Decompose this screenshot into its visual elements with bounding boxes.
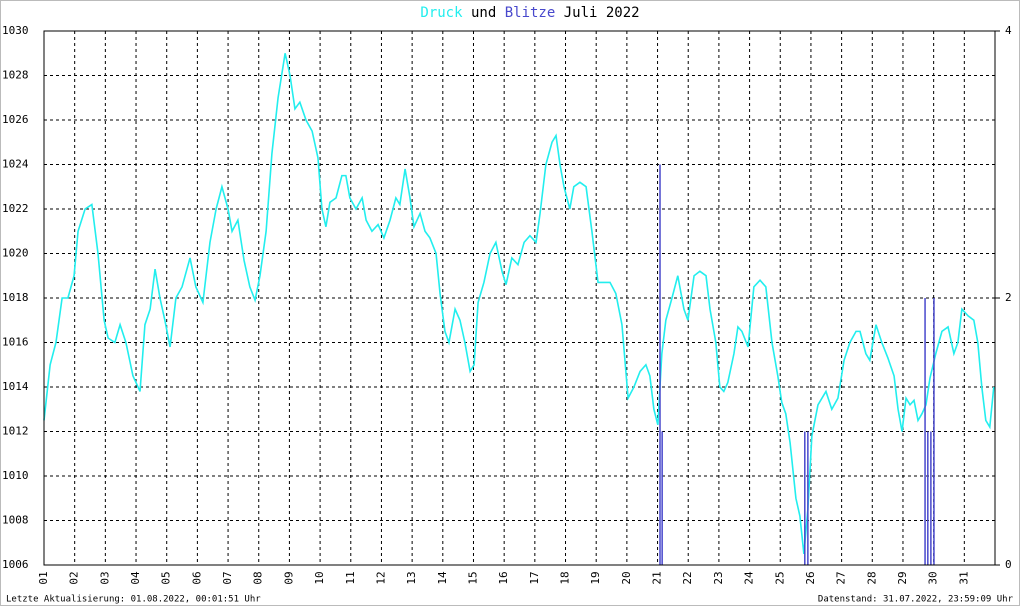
pressure-line [43, 53, 995, 554]
x-tick-label: 20 [620, 571, 633, 584]
chart-title: Druck und Blitze Juli 2022 [420, 5, 639, 21]
y-tick-label: 1026 [2, 113, 29, 126]
x-tick-label: 14 [436, 571, 449, 585]
title-druck: Druck [420, 5, 463, 21]
y-tick-label: 1008 [2, 514, 29, 527]
x-tick-label: 31 [957, 571, 970, 584]
x-tick-label: 29 [896, 571, 909, 584]
lightning-bar [804, 431, 806, 565]
x-tick-label: 06 [190, 571, 203, 584]
y-tick-label: 1006 [2, 558, 29, 571]
x-tick-label: 23 [712, 571, 725, 584]
y-tick-label: 1030 [2, 24, 29, 37]
x-tick-label: 17 [528, 571, 541, 584]
x-tick-label: 15 [466, 571, 479, 584]
lightning-bar [659, 164, 661, 565]
x-tick-label: 22 [681, 571, 694, 584]
title-joiner: und [471, 5, 496, 21]
y2-tick-label: 0 [1005, 558, 1012, 571]
x-tick-label: 12 [374, 571, 387, 584]
x-tick-label: 27 [835, 571, 848, 584]
x-tick-label: 19 [589, 571, 602, 584]
x-tick-label: 13 [405, 571, 418, 584]
x-tick-label: 01 [37, 571, 50, 584]
x-tick-label: 05 [160, 571, 173, 584]
title-suffix: Juli 2022 [564, 5, 640, 21]
x-tick-label: 30 [927, 571, 940, 584]
x-tick-label: 16 [497, 571, 510, 584]
x-tick-label: 07 [221, 571, 234, 584]
lightning-bar [807, 431, 809, 565]
x-tick-label: 03 [98, 571, 111, 584]
y2-tick-label: 4 [1005, 24, 1012, 37]
x-tick-label: 21 [651, 571, 664, 584]
y-tick-label: 1022 [2, 202, 29, 215]
lightning-bar [930, 431, 932, 565]
x-tick-label: 18 [559, 571, 572, 584]
x-tick-label: 25 [773, 571, 786, 584]
x-tick-label: 28 [865, 571, 878, 584]
lightning-bar [933, 298, 935, 565]
y-tick-label: 1024 [2, 158, 29, 171]
footer-left: Letzte Aktualisierung: 01.08.2022, 00:01… [6, 595, 261, 605]
x-tick-label: 10 [313, 571, 326, 584]
y-tick-label: 1014 [2, 380, 29, 393]
x-tick-label: 09 [282, 571, 295, 584]
y-tick-label: 1012 [2, 425, 29, 438]
title-blitze: Blitze [505, 5, 556, 21]
lightning-bar [924, 298, 926, 565]
y-tick-label: 1028 [2, 69, 29, 82]
x-tick-label: 04 [129, 571, 142, 585]
x-tick-label: 24 [743, 571, 756, 585]
y-tick-label: 1020 [2, 247, 29, 260]
x-tick-label: 02 [68, 571, 81, 584]
x-tick-label: 11 [344, 571, 357, 584]
y-tick-label: 1018 [2, 291, 29, 304]
footer-right: Datenstand: 31.07.2022, 23:59:09 Uhr [818, 595, 1014, 605]
lightning-bar [661, 431, 663, 565]
marks [43, 53, 995, 565]
x-tick-label: 26 [804, 571, 817, 584]
x-tick-label: 08 [252, 571, 265, 584]
lightning-bar [927, 431, 929, 565]
y-tick-label: 1016 [2, 336, 29, 349]
y2-tick-label: 2 [1005, 291, 1012, 304]
y-tick-label: 1010 [2, 469, 29, 482]
